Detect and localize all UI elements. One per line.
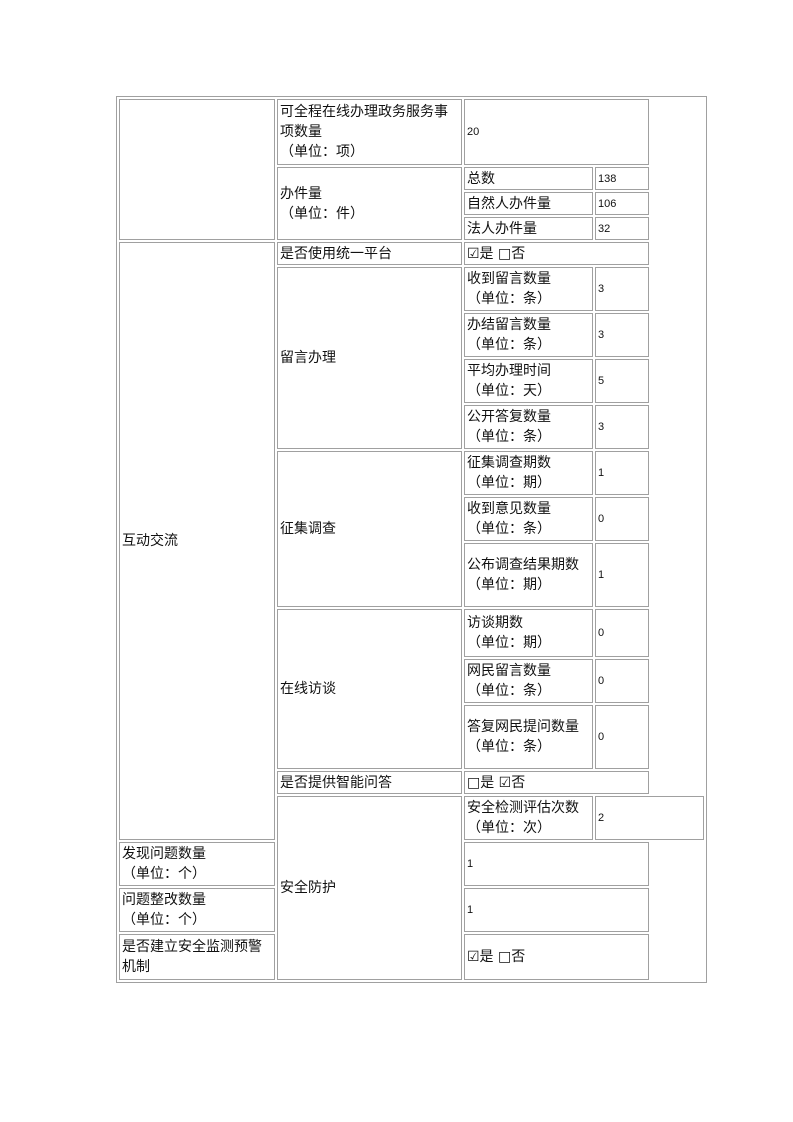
avg-time-value: 5 — [595, 359, 649, 403]
cases-legal-label: 法人办件量 — [464, 217, 593, 240]
interview-label: 在线访谈 — [277, 609, 462, 769]
cases-natural-value: 106 — [595, 192, 649, 215]
warning-label: 是否建立安全监测预警机制 — [119, 934, 275, 980]
cases-total-value: 138 — [595, 167, 649, 190]
interview-periods-value: 0 — [595, 609, 649, 657]
found-value: 1 — [464, 842, 649, 886]
public-reply-label: 公开答复数量 （单位：条） — [464, 405, 593, 449]
avg-time-label: 平均办理时间 （单位：天） — [464, 359, 593, 403]
found-label: 发现问题数量 （单位：个） — [119, 842, 275, 886]
checks-value: 2 — [595, 796, 704, 840]
answers-value: 0 — [595, 705, 649, 769]
smart-qa-value: □是 ☑否 — [464, 771, 649, 794]
online-items-label: 可全程在线办理政务服务事项数量 （单位：项） — [277, 99, 462, 165]
received-value: 3 — [595, 267, 649, 311]
opinions-value: 0 — [595, 497, 649, 541]
security-section: 安全防护 — [277, 796, 462, 980]
closed-value: 3 — [595, 313, 649, 357]
opinions-label: 收到意见数量 （单位：条） — [464, 497, 593, 541]
interview-periods-label: 访谈期数 （单位：期） — [464, 609, 593, 657]
received-label: 收到留言数量 （单位：条） — [464, 267, 593, 311]
empty-section-cell — [119, 99, 275, 240]
closed-label: 办结留言数量 （单位：条） — [464, 313, 593, 357]
statistics-table: 可全程在线办理政务服务事项数量 （单位：项） 20 办件量 （单位：件） 总数 13… — [116, 96, 707, 983]
cases-total-label: 总数 — [464, 167, 593, 190]
results-value: 1 — [595, 543, 649, 607]
online-items-value: 20 — [464, 99, 649, 165]
messages-label: 留言办理 — [277, 267, 462, 449]
fixed-value: 1 — [464, 888, 649, 932]
fixed-label: 问题整改数量 （单位：个） — [119, 888, 275, 932]
netizen-messages-value: 0 — [595, 659, 649, 703]
survey-label: 征集调查 — [277, 451, 462, 607]
cases-natural-label: 自然人办件量 — [464, 192, 593, 215]
results-label: 公布调查结果期数 （单位：期） — [464, 543, 593, 607]
cases-legal-value: 32 — [595, 217, 649, 240]
answers-label: 答复网民提问数量 （单位：条） — [464, 705, 593, 769]
checks-label: 安全检测评估次数 （单位：次） — [464, 796, 593, 840]
cases-label: 办件量 （单位：件） — [277, 167, 462, 240]
interaction-section: 互动交流 — [119, 242, 275, 840]
public-reply-value: 3 — [595, 405, 649, 449]
warning-value: ☑是 □否 — [464, 934, 649, 980]
platform-label: 是否使用统一平台 — [277, 242, 462, 265]
survey-periods-label: 征集调查期数 （单位：期） — [464, 451, 593, 495]
smart-qa-label: 是否提供智能问答 — [277, 771, 462, 794]
survey-periods-value: 1 — [595, 451, 649, 495]
platform-value: ☑是 □否 — [464, 242, 649, 265]
netizen-messages-label: 网民留言数量 （单位：条） — [464, 659, 593, 703]
